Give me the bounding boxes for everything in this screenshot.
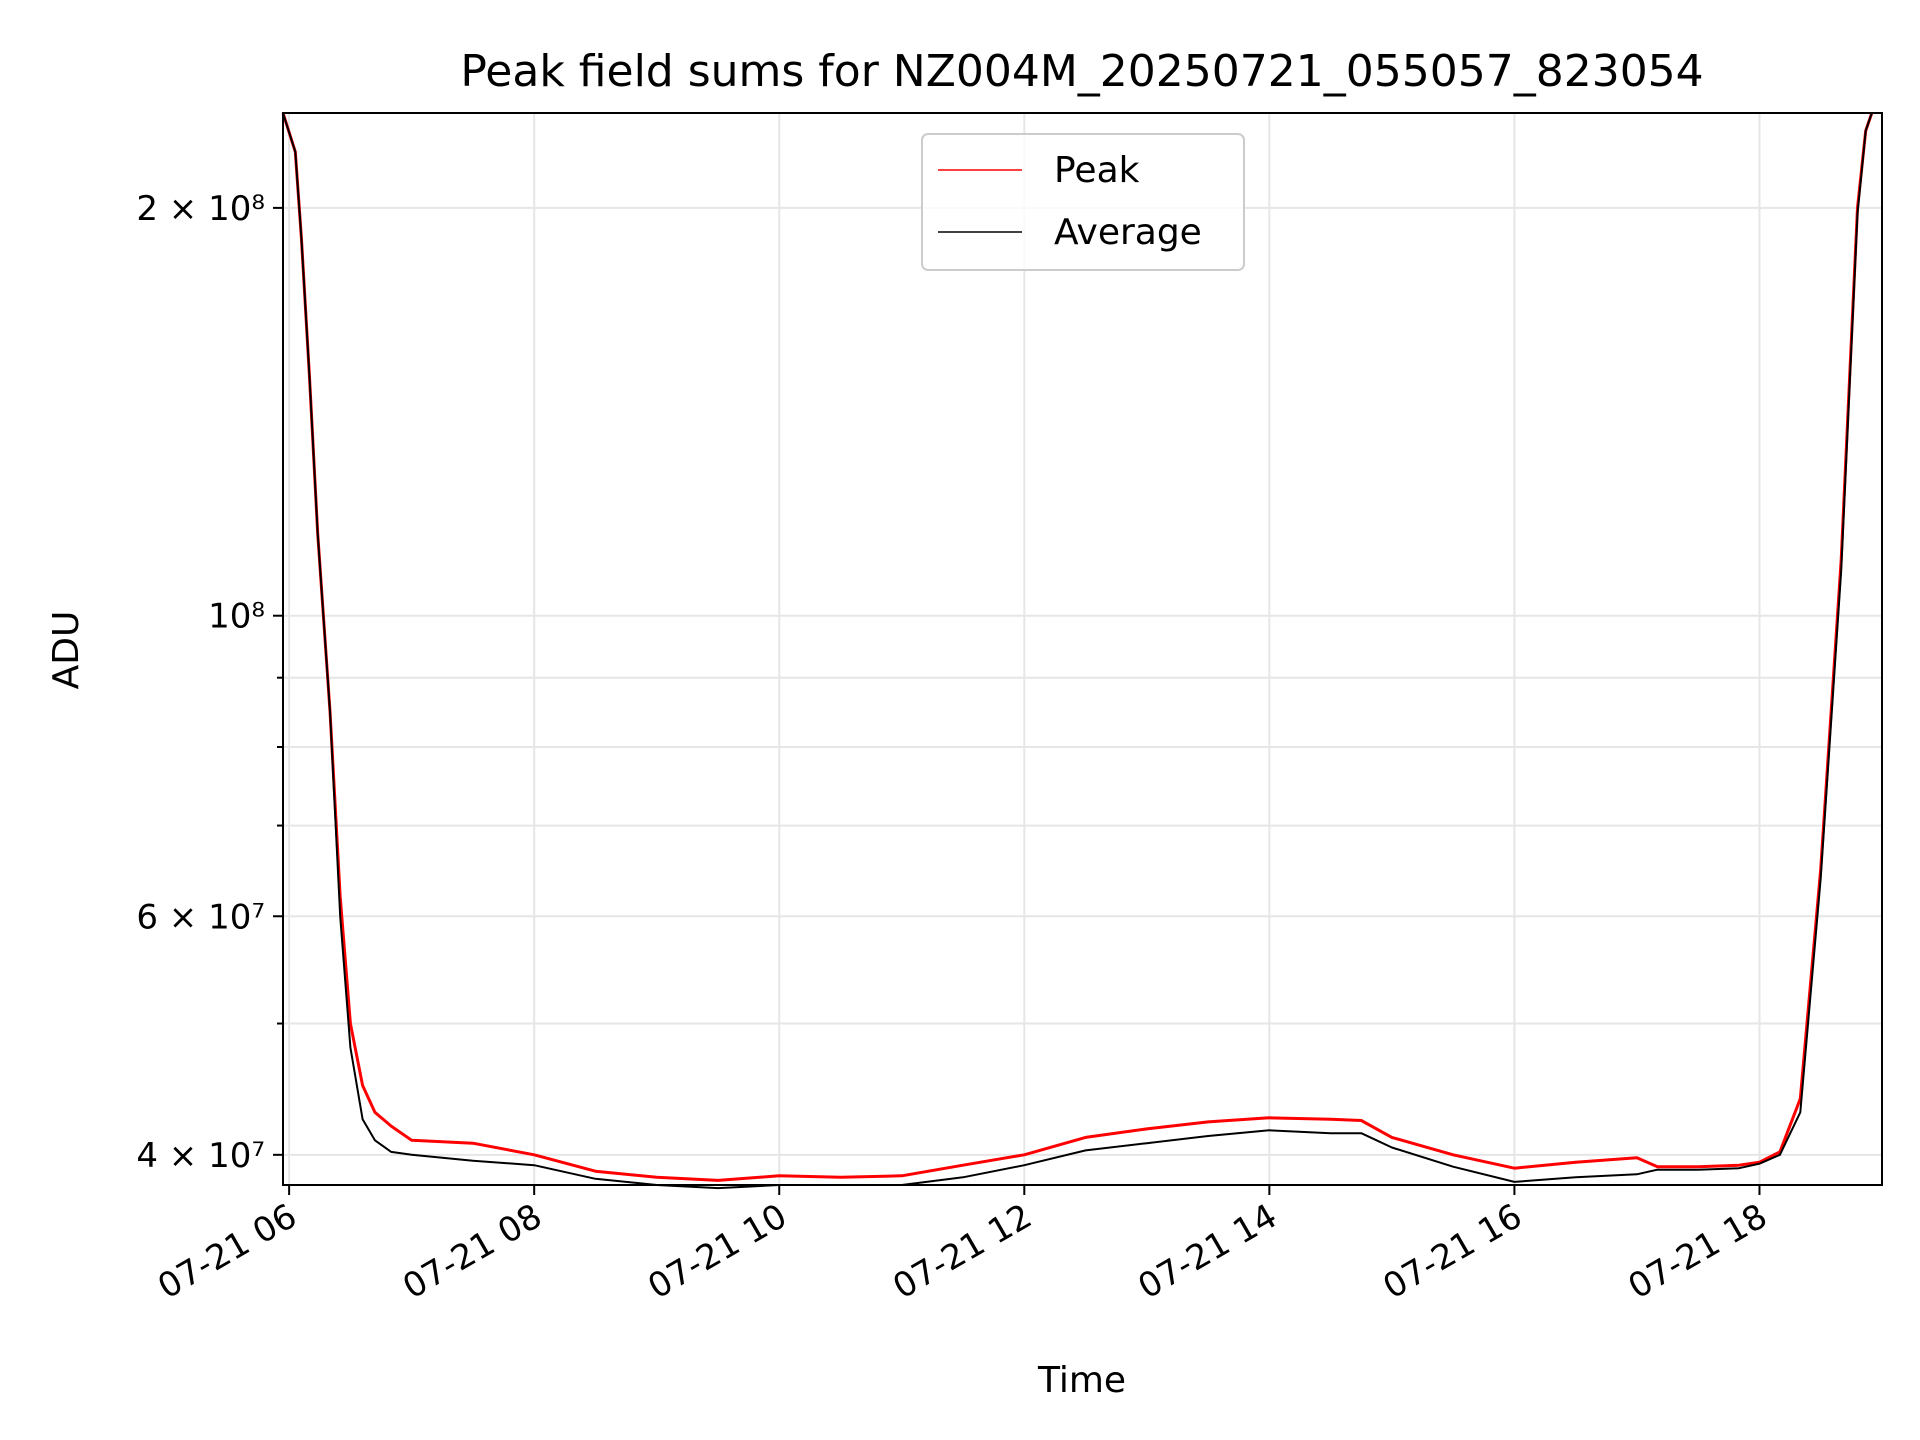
plot-frame bbox=[282, 112, 1883, 1186]
y-tick-label: 4 × 10⁷ bbox=[136, 1136, 265, 1176]
y-tick-label: 2 × 10⁸ bbox=[136, 189, 265, 229]
chart-title: Peak field sums for NZ004M_20250721_0550… bbox=[460, 46, 1703, 97]
y-axis: 4 × 10⁷ 6 × 10⁷ 10⁸ 2 × 10⁸ bbox=[136, 189, 283, 1176]
legend: Peak Average bbox=[921, 133, 1245, 271]
series-layer bbox=[281, 112, 1874, 1190]
series-line-average bbox=[282, 112, 1873, 1190]
y-tick-label: 10⁸ bbox=[208, 597, 265, 637]
y-tick-label: 6 × 10⁷ bbox=[136, 897, 265, 937]
series-line-peak bbox=[281, 112, 1874, 1182]
legend-label-peak: Peak bbox=[1054, 150, 1140, 191]
legend-label-average: Average bbox=[1054, 212, 1202, 253]
y-axis-label: ADU bbox=[46, 611, 87, 690]
x-axis-label: Time bbox=[1037, 1360, 1126, 1401]
legend-box bbox=[921, 133, 1245, 271]
